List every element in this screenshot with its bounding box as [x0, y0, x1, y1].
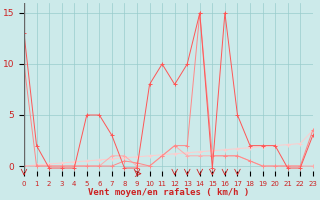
X-axis label: Vent moyen/en rafales ( km/h ): Vent moyen/en rafales ( km/h ) [88, 188, 249, 197]
